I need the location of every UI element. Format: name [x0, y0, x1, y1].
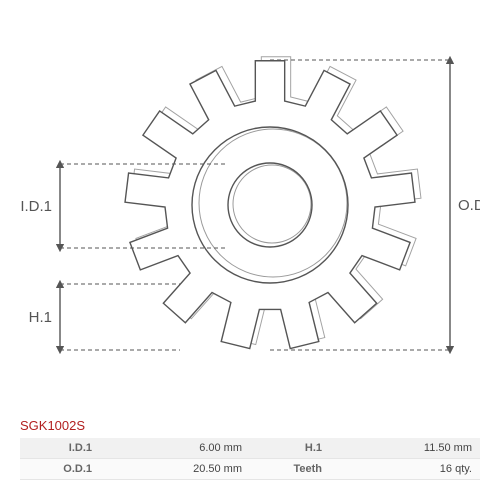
spec-label: H.1: [250, 438, 330, 459]
svg-text:H.1: H.1: [29, 309, 52, 326]
spec-value: 20.50 mm: [100, 459, 250, 480]
spec-label: O.D.1: [20, 459, 100, 480]
spec-table: I.D.1 6.00 mm H.1 11.50 mm O.D.1 20.50 m…: [20, 438, 480, 480]
table-row: I.D.1 6.00 mm H.1 11.50 mm: [20, 438, 480, 459]
spec-label: I.D.1: [20, 438, 100, 459]
spec-value: 6.00 mm: [100, 438, 250, 459]
spec-value: 11.50 mm: [330, 438, 480, 459]
spec-label: Teeth: [250, 459, 330, 480]
svg-text:I.D.1: I.D.1: [20, 198, 52, 215]
table-row: O.D.1 20.50 mm Teeth 16 qty.: [20, 459, 480, 480]
gear-diagram: O.D.1 I.D.1 H.1: [20, 20, 480, 400]
spec-value: 16 qty.: [330, 459, 480, 480]
part-number: SGK1002S: [20, 418, 85, 433]
svg-text:O.D.1: O.D.1: [458, 197, 480, 214]
